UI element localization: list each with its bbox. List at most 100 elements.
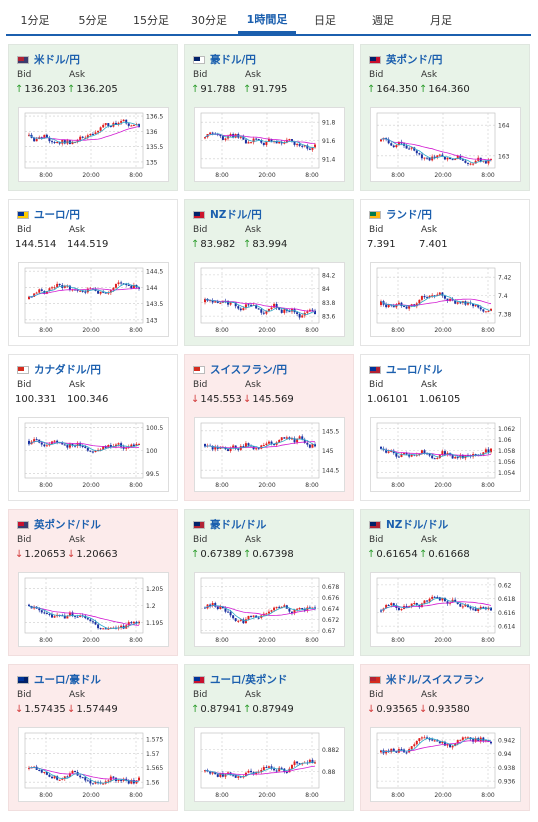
mini-chart[interactable]: 164 163 8:00 20:00 8:00 <box>370 107 521 182</box>
rate-card[interactable]: 英ポンド/ドル Bid Ask ↓1.20653 ↓1.20663 1.205 1… <box>8 509 178 656</box>
candle-body <box>420 603 423 608</box>
chart-svg: 7.42 7.4 7.38 8:00 20:00 8:00 <box>376 267 512 334</box>
candle-body <box>413 147 416 151</box>
bid-value: ↑0.67389 <box>191 549 242 560</box>
pair-header[interactable]: スイスフラン/円 <box>193 362 287 377</box>
pair-header[interactable]: NZドル/ドル <box>369 517 448 532</box>
pair-name[interactable]: 英ポンド/円 <box>386 54 443 66</box>
tab-2[interactable]: 15分足 <box>133 14 169 27</box>
mini-chart[interactable]: 0.678 0.676 0.674 0.672 0.67 8:00 20:00 8:00 <box>194 572 345 647</box>
candle-body <box>301 436 304 440</box>
arrow-up-icon: ↑ <box>191 84 200 95</box>
rate-card[interactable]: ユーロ/英ポンド Bid Ask ↑0.87941 ↑0.87949 0.882… <box>184 664 354 811</box>
tab-1[interactable]: 5分足 <box>78 14 108 27</box>
tab-4[interactable]: 1時間足 <box>238 6 296 34</box>
mini-chart[interactable]: 1.575 1.57 1.565 1.56 8:00 20:00 8:00 <box>18 727 169 802</box>
rate-card[interactable]: ユーロ/円 Bid Ask 144.514 144.519 144.5 144 14… <box>8 199 178 346</box>
candle-body <box>132 125 135 127</box>
mini-chart[interactable]: 145.5 145 144.5 8:00 20:00 8:00 <box>194 417 345 492</box>
ask-price: 83.994 <box>252 239 288 250</box>
x-tick-label: 8:00 <box>481 327 495 334</box>
rate-card[interactable]: 英ポンド/円 Bid Ask ↑164.350 ↑164.360 164 163 8… <box>360 44 530 191</box>
pair-header[interactable]: 米ドル/円 <box>17 52 80 67</box>
pair-name[interactable]: 米ドル/円 <box>34 54 80 66</box>
mini-chart[interactable]: 0.942 0.94 0.938 0.936 8:00 20:00 8:00 <box>370 727 521 802</box>
pair-name[interactable]: 豪ドル/円 <box>210 54 256 66</box>
candle-body <box>431 596 434 599</box>
x-tick-label: 8:00 <box>39 792 53 799</box>
y-tick-label: 164 <box>498 123 510 130</box>
mini-chart[interactable]: 136.5 136 135.5 135 8:00 20:00 8:00 <box>18 107 169 182</box>
candle-body <box>420 296 423 300</box>
mini-chart[interactable]: 144.5 144 143.5 143 8:00 20:00 8:00 <box>18 262 169 337</box>
pair-header[interactable]: NZドル/円 <box>193 207 262 222</box>
x-tick-label: 20:00 <box>258 327 275 334</box>
pair-name[interactable]: ランド/円 <box>386 209 432 221</box>
y-tick-label: 1.57 <box>146 751 160 758</box>
pair-name[interactable]: ユーロ/ドル <box>386 364 443 376</box>
mini-chart[interactable]: 0.62 0.618 0.616 0.614 8:00 20:00 8:00 <box>370 572 521 647</box>
pair-header[interactable]: カナダドル/円 <box>17 362 101 377</box>
rate-card[interactable]: カナダドル/円 Bid Ask 100.331 100.346 100.5 100… <box>8 354 178 501</box>
pair-header[interactable]: ユーロ/豪ドル <box>17 672 101 687</box>
pair-name[interactable]: ユーロ/豪ドル <box>34 674 101 686</box>
pair-name[interactable]: NZドル/円 <box>210 209 262 221</box>
pair-name[interactable]: NZドル/ドル <box>386 519 449 531</box>
tab-5[interactable]: 日足 <box>314 14 336 27</box>
x-tick-label: 8:00 <box>391 327 405 334</box>
pair-name[interactable]: ユーロ/英ポンド <box>210 674 288 686</box>
candle-body <box>469 163 472 165</box>
ask-price: 7.401 <box>419 239 448 250</box>
mini-chart[interactable]: 7.42 7.4 7.38 8:00 20:00 8:00 <box>370 262 521 337</box>
mini-chart[interactable]: 91.8 91.6 91.4 8:00 20:00 8:00 <box>194 107 345 182</box>
candle-body <box>234 618 237 621</box>
candle-body <box>275 606 278 608</box>
candle-body <box>490 741 492 744</box>
pair-name[interactable]: 豪ドル/ドル <box>210 519 267 531</box>
tab-6[interactable]: 週足 <box>372 14 394 27</box>
pair-header[interactable]: 英ポンド/ドル <box>17 517 101 532</box>
mini-chart[interactable]: 1.062 1.06 1.058 1.056 1.054 8:00 20:00 8:00 <box>370 417 521 492</box>
pair-header[interactable]: 豪ドル/ドル <box>193 517 266 532</box>
rate-card[interactable]: ユーロ/ドル Bid Ask 1.06101 1.06105 1.062 1.06… <box>360 354 530 501</box>
rate-card[interactable]: ランド/円 Bid Ask 7.391 7.401 7.42 7.4 7.38 8:0… <box>360 199 530 346</box>
pair-name[interactable]: カナダドル/円 <box>34 364 101 376</box>
rate-card[interactable]: NZドル/円 Bid Ask ↑83.982 ↑83.994 84.2 84 83.… <box>184 199 354 346</box>
candle-body <box>221 136 224 140</box>
rate-card[interactable]: 豪ドル/ドル Bid Ask ↑0.67389 ↑0.67398 0.678 0.… <box>184 509 354 656</box>
candle-body <box>211 300 214 303</box>
rate-card[interactable]: 米ドル/円 Bid Ask ↑136.203 ↑136.205 136.5 136… <box>8 44 178 191</box>
ask-label: Ask <box>421 225 438 235</box>
rate-card[interactable]: 豪ドル/円 Bid Ask ↑91.788 ↑91.795 91.8 91.6 91… <box>184 44 354 191</box>
mini-chart[interactable]: 1.205 1.2 1.195 8:00 20:00 8:00 <box>18 572 169 647</box>
candle-body <box>204 770 206 772</box>
rate-card[interactable]: スイスフラン/円 Bid Ask ↓145.553 ↓145.569 145.5… <box>184 354 354 501</box>
candle-body <box>490 607 492 611</box>
pair-header[interactable]: ユーロ/円 <box>17 207 80 222</box>
pair-header[interactable]: 米ドル/スイスフラン <box>369 672 484 687</box>
pair-name[interactable]: 英ポンド/ドル <box>34 519 101 531</box>
candle-body <box>484 740 487 742</box>
pair-header[interactable]: ユーロ/英ポンド <box>193 672 287 687</box>
pair-name[interactable]: ユーロ/円 <box>34 209 80 221</box>
candle-body <box>418 738 421 741</box>
candle-body <box>214 772 217 775</box>
pair-header[interactable]: 英ポンド/円 <box>369 52 442 67</box>
pair-name[interactable]: 米ドル/スイスフラン <box>386 674 485 686</box>
tab-0[interactable]: 1分足 <box>20 14 50 27</box>
tab-7[interactable]: 月足 <box>430 14 452 27</box>
pair-header[interactable]: 豪ドル/円 <box>193 52 256 67</box>
mini-chart[interactable]: 100.5 100 99.5 8:00 20:00 8:00 <box>18 417 169 492</box>
rate-card[interactable]: 米ドル/スイスフラン Bid Ask ↓0.93565 ↓0.93580 0.9… <box>360 664 530 811</box>
candle-body <box>278 141 281 144</box>
moving-average-long <box>28 605 140 626</box>
rate-card[interactable]: NZドル/ドル Bid Ask ↑0.61654 ↑0.61668 0.62 0.… <box>360 509 530 656</box>
mini-chart[interactable]: 0.882 0.88 8:00 20:00 8:00 <box>194 727 345 802</box>
candle-body <box>265 311 268 314</box>
mini-chart[interactable]: 84.2 84 83.8 83.6 8:00 20:00 8:00 <box>194 262 345 337</box>
rate-card[interactable]: ユーロ/豪ドル Bid Ask ↓1.57435 ↓1.57449 1.575 1… <box>8 664 178 811</box>
tab-3[interactable]: 30分足 <box>191 14 227 27</box>
pair-header[interactable]: ユーロ/ドル <box>369 362 442 377</box>
pair-header[interactable]: ランド/円 <box>369 207 432 222</box>
pair-name[interactable]: スイスフラン/円 <box>210 364 288 376</box>
